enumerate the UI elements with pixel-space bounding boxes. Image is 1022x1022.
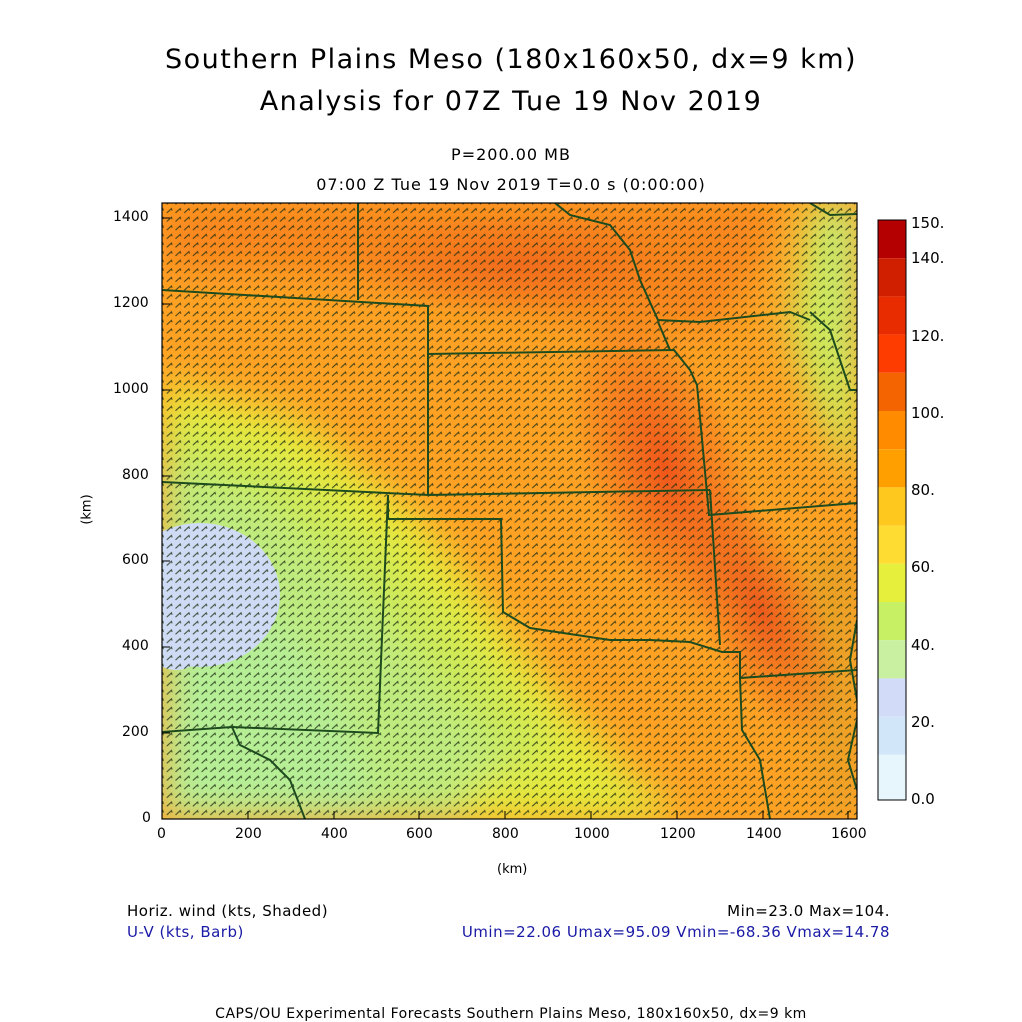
plot-frame xyxy=(161,202,858,820)
x-tick-label: 200 xyxy=(235,826,262,842)
barb-field-label: U-V (kts, Barb) xyxy=(127,923,244,941)
x-tick-label: 1200 xyxy=(660,826,696,842)
map-title-line2: Analysis for 07Z Tue 19 Nov 2019 xyxy=(259,86,763,117)
colorbar-label: 20. xyxy=(911,713,935,731)
colorbar-label: 100. xyxy=(911,404,945,422)
x-axis-label: (km) xyxy=(497,862,528,877)
colorbar-label: 80. xyxy=(911,481,935,499)
colorbar-label: 150. xyxy=(911,214,945,232)
x-tick-label: 1600 xyxy=(831,826,867,842)
colorbar-label: 0.0 xyxy=(911,790,935,808)
x-tick-label: 1400 xyxy=(746,826,782,842)
colorbar xyxy=(877,219,907,801)
pressure-level: P=200.00 MB xyxy=(451,145,571,164)
y-tick-label: 1400 xyxy=(113,209,149,225)
y-tick-label: 800 xyxy=(122,467,149,483)
x-tick-label: 400 xyxy=(321,826,348,842)
x-tick-label: 800 xyxy=(492,826,519,842)
colorbar-label: 140. xyxy=(911,249,945,267)
map-title-line1: Southern Plains Meso (180x160x50, dx=9 k… xyxy=(164,44,858,75)
y-tick-label: 1000 xyxy=(113,381,149,397)
y-tick-label: 1200 xyxy=(113,295,149,311)
y-axis-label: (km) xyxy=(79,494,95,525)
y-tick-label: 0 xyxy=(142,810,151,826)
y-tick-label: 600 xyxy=(122,552,149,568)
colorbar-label: 60. xyxy=(911,558,935,576)
min-max-stats: Min=23.0 Max=104. xyxy=(727,902,890,920)
x-tick-label: 0 xyxy=(157,826,166,842)
credit-line: CAPS/OU Experimental Forecasts Southern … xyxy=(215,1006,807,1022)
x-tick-label: 1000 xyxy=(574,826,610,842)
colorbar-label: 40. xyxy=(911,636,935,654)
shaded-field-label: Horiz. wind (kts, Shaded) xyxy=(127,902,329,920)
x-tick-label: 600 xyxy=(406,826,433,842)
wind-speed-shading xyxy=(162,203,857,819)
axis-ticks xyxy=(161,217,849,820)
y-tick-label: 200 xyxy=(122,724,149,740)
colorbar-label: 120. xyxy=(911,327,945,345)
valid-time: 07:00 Z Tue 19 Nov 2019 T=0.0 s (0:00:00… xyxy=(316,175,706,194)
y-tick-label: 400 xyxy=(122,638,149,654)
uv-stats: Umin=22.06 Umax=95.09 Vmin=-68.36 Vmax=1… xyxy=(461,923,890,941)
